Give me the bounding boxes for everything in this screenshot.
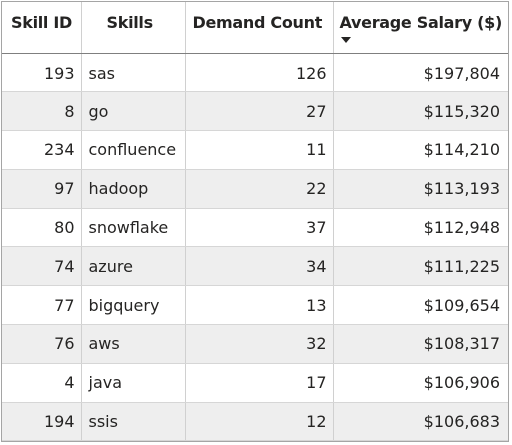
table-row[interactable]: 77 bigquery 13 $109,654 bbox=[2, 285, 508, 326]
cell-demand-count: 22 bbox=[185, 169, 334, 209]
table-row[interactable]: 76 aws 32 $108,317 bbox=[2, 324, 508, 364]
cell-average-salary: $111,225 bbox=[333, 246, 508, 287]
cell-skill-id: 194 bbox=[2, 402, 82, 442]
cell-skill: snowflake bbox=[81, 208, 186, 248]
sort-descending-icon[interactable] bbox=[340, 37, 351, 43]
table-row[interactable]: 4 java 17 $106,906 bbox=[2, 363, 508, 403]
table-row[interactable]: 234 confluence 11 $114,210 bbox=[2, 130, 508, 170]
cell-skill-id: 76 bbox=[2, 324, 82, 364]
cell-skill: azure bbox=[81, 246, 186, 287]
cell-skill: confluence bbox=[81, 130, 186, 170]
table-row[interactable]: 97 hadoop 22 $113,193 bbox=[2, 169, 508, 209]
cell-average-salary: $106,906 bbox=[333, 363, 508, 403]
cell-skill-id: 97 bbox=[2, 169, 82, 209]
cell-skill: sas bbox=[81, 53, 186, 93]
cell-skill-id: 4 bbox=[2, 363, 82, 403]
cell-average-salary: $114,210 bbox=[333, 130, 508, 170]
cell-average-salary: $113,193 bbox=[333, 169, 508, 209]
cell-skill-id: 193 bbox=[2, 53, 82, 93]
cell-average-salary: $112,948 bbox=[333, 208, 508, 248]
cell-demand-count: 12 bbox=[185, 402, 334, 442]
column-header-average-salary-label: Average Salary ($) bbox=[339, 13, 503, 32]
table-row[interactable]: 80 snowflake 37 $112,948 bbox=[2, 208, 508, 248]
cell-skill: go bbox=[81, 91, 186, 132]
cell-skill: aws bbox=[81, 324, 186, 364]
cell-average-salary: $197,804 bbox=[333, 53, 508, 93]
cell-demand-count: 32 bbox=[185, 324, 334, 364]
cell-demand-count: 27 bbox=[185, 91, 334, 132]
column-header-skill-id[interactable]: Skill ID bbox=[2, 2, 82, 54]
cell-skill: bigquery bbox=[81, 285, 186, 326]
cell-demand-count: 13 bbox=[185, 285, 334, 326]
cell-demand-count: 126 bbox=[185, 53, 334, 93]
column-header-demand-count[interactable]: Demand Count bbox=[185, 2, 334, 54]
cell-demand-count: 37 bbox=[185, 208, 334, 248]
table-row[interactable]: 8 go 27 $115,320 bbox=[2, 91, 508, 132]
header-row: Skill ID Skills Demand Count Average Sal… bbox=[2, 2, 508, 54]
cell-skill: hadoop bbox=[81, 169, 186, 209]
table-row[interactable]: 194 ssis 12 $106,683 bbox=[2, 402, 508, 442]
cell-average-salary: $108,317 bbox=[333, 324, 508, 364]
cell-skill-id: 77 bbox=[2, 285, 82, 326]
cell-skill-id: 8 bbox=[2, 91, 82, 132]
cell-demand-count: 11 bbox=[185, 130, 334, 170]
data-table: Skill ID Skills Demand Count Average Sal… bbox=[2, 2, 508, 442]
column-header-skills[interactable]: Skills bbox=[81, 2, 186, 54]
cell-skill-id: 234 bbox=[2, 130, 82, 170]
cell-average-salary: $109,654 bbox=[333, 285, 508, 326]
table-row[interactable]: 193 sas 126 $197,804 bbox=[2, 53, 508, 93]
cell-skill: java bbox=[81, 363, 186, 403]
cell-skill-id: 74 bbox=[2, 246, 82, 287]
cell-demand-count: 34 bbox=[185, 246, 334, 287]
cell-skill: ssis bbox=[81, 402, 186, 442]
cell-average-salary: $106,683 bbox=[333, 402, 508, 442]
cell-skill-id: 80 bbox=[2, 208, 82, 248]
column-header-average-salary[interactable]: Average Salary ($) bbox=[333, 2, 508, 54]
table-row[interactable]: 74 azure 34 $111,225 bbox=[2, 246, 508, 287]
cell-average-salary: $115,320 bbox=[333, 91, 508, 132]
cell-demand-count: 17 bbox=[185, 363, 334, 403]
